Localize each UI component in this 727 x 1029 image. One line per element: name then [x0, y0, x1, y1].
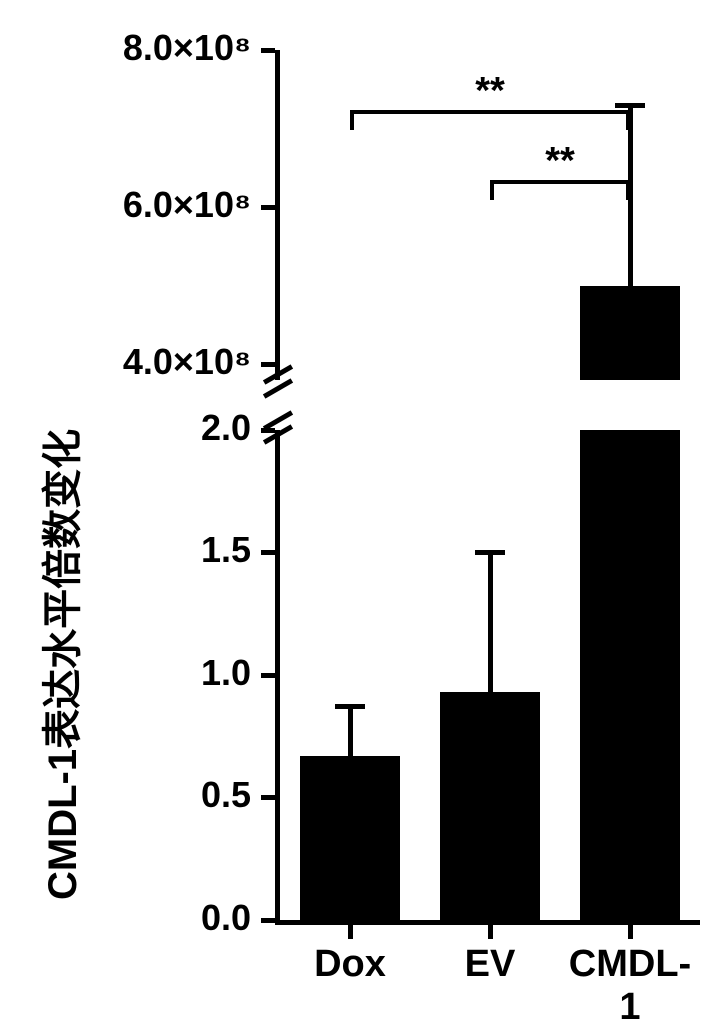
significance-bracket-drop: [626, 180, 630, 200]
error-cap: [615, 103, 645, 108]
lower-tick-mark: [261, 550, 275, 555]
error-cap: [475, 550, 505, 555]
significance-bracket-drop: [490, 180, 494, 200]
lower-tick-label: 0.5: [0, 774, 251, 816]
error-whisker: [488, 553, 493, 693]
error-cap: [335, 704, 365, 709]
lower-tick-mark: [261, 673, 275, 678]
significance-bracket-drop: [626, 110, 630, 130]
x-category-label: EV: [420, 943, 560, 986]
x-tick-mark: [488, 925, 493, 939]
upper-tick-mark: [261, 362, 275, 367]
error-whisker: [348, 707, 353, 756]
bar: [440, 692, 541, 920]
bar-lower-segment: [580, 430, 681, 920]
lower-tick-label: 2.0: [0, 407, 251, 449]
upper-tick-label: 6.0×10⁸: [0, 184, 251, 226]
x-category-label: Dox: [280, 943, 420, 986]
significance-bracket-drop: [350, 110, 354, 130]
significance-label: **: [520, 140, 600, 183]
significance-label: **: [450, 70, 530, 113]
lower-panel-y-axis: [275, 430, 280, 925]
lower-tick-mark: [261, 918, 275, 923]
bar-upper-segment: [580, 286, 681, 380]
upper-tick-mark: [261, 48, 275, 53]
x-category-label: CMDL-1: [560, 943, 700, 1029]
upper-panel-y-axis: [275, 50, 280, 380]
upper-tick-label: 8.0×10⁸: [0, 27, 251, 69]
x-tick-mark: [348, 925, 353, 939]
x-tick-mark: [628, 925, 633, 939]
upper-tick-label: 4.0×10⁸: [0, 341, 251, 383]
lower-tick-mark: [261, 795, 275, 800]
lower-tick-label: 1.0: [0, 652, 251, 694]
lower-tick-label: 1.5: [0, 529, 251, 571]
upper-tick-mark: [261, 205, 275, 210]
lower-tick-label: 0.0: [0, 897, 251, 939]
bar: [300, 756, 401, 920]
